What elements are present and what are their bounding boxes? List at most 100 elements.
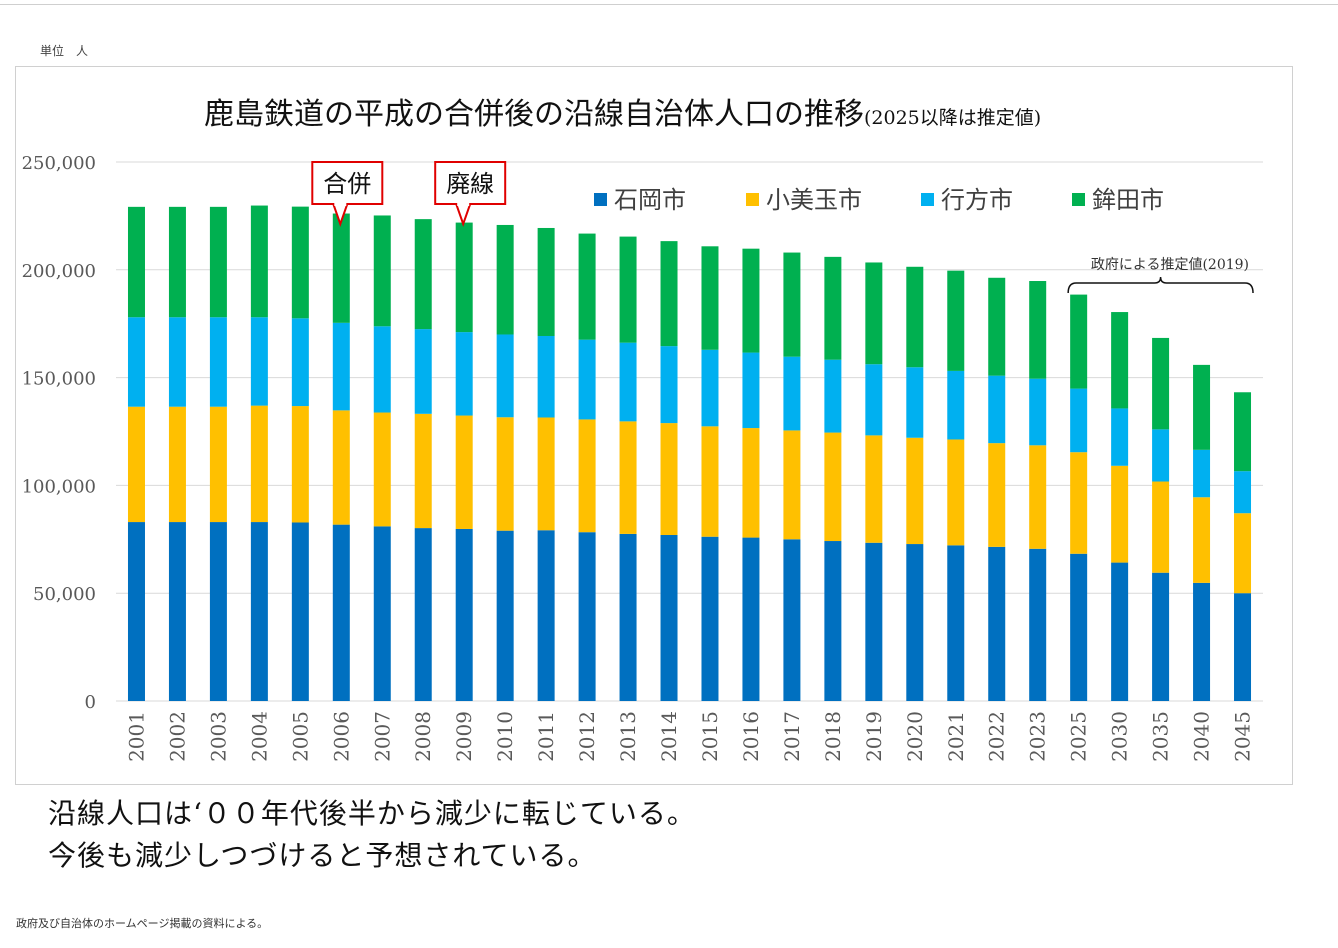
bar-segment <box>1111 465 1129 563</box>
bar-segment <box>1111 312 1129 409</box>
bar-segment <box>1193 364 1211 450</box>
legend-label: 行方市 <box>941 186 1013 214</box>
callout: 廃線 <box>434 161 507 228</box>
bar-segment <box>824 359 842 433</box>
x-tick-label: 2003 <box>206 711 230 762</box>
bar-segment <box>209 206 227 318</box>
bar-segment <box>537 417 555 531</box>
y-tick-labels: 0 50,000 100,000 150,000 200,000 250,000 <box>22 153 96 713</box>
bar-segment <box>127 406 145 523</box>
bar-segment <box>1234 513 1252 594</box>
bar-segment <box>455 415 473 529</box>
bar-segment <box>578 532 596 701</box>
bar-segment <box>373 326 391 413</box>
y-tick-label: 0 <box>85 692 96 713</box>
bar-segment <box>1193 497 1211 583</box>
bracket-label: 政府による推定値(2019) <box>1091 257 1249 273</box>
x-tick-label: 2019 <box>862 711 886 762</box>
bar-segment <box>578 233 596 340</box>
bar-segment <box>1029 445 1047 549</box>
bar-segment <box>783 252 801 357</box>
bar-segment <box>127 317 145 407</box>
bar-segment <box>783 356 801 431</box>
bar-segment <box>455 332 473 416</box>
bar-segment <box>168 317 186 407</box>
bar-segment <box>496 224 514 335</box>
bar-segment <box>291 522 309 701</box>
bar-segment <box>291 406 309 523</box>
x-tick-label: 2008 <box>411 711 435 762</box>
callout-box <box>434 161 507 205</box>
bar-segment <box>783 539 801 701</box>
bar-segment <box>373 526 391 701</box>
bar-segment <box>1070 294 1088 389</box>
bar-segment <box>947 545 965 701</box>
bar-segment <box>1152 572 1170 701</box>
bar-segment <box>414 219 432 330</box>
bar-segment <box>496 334 514 418</box>
x-tick-label: 2035 <box>1149 711 1173 762</box>
x-tick-label: 2010 <box>493 711 517 762</box>
bar-segment <box>537 530 555 701</box>
x-tick-label: 2015 <box>698 711 722 762</box>
bracket-line <box>1067 276 1254 294</box>
x-tick-label: 2001 <box>124 711 148 762</box>
x-tick-label: 2017 <box>780 711 804 762</box>
bar-segment <box>168 206 186 318</box>
bar-segment <box>1234 392 1252 472</box>
bar-segment <box>455 222 473 333</box>
x-tick-label: 2014 <box>657 711 681 762</box>
bar-segment <box>1111 562 1129 701</box>
legend-swatch <box>594 193 607 206</box>
bar-segment <box>537 335 555 418</box>
note-line-2: 今後も減少しつづけると予想されている。 <box>48 839 597 872</box>
bar-segment <box>1193 582 1211 701</box>
y-tick-label: 150,000 <box>22 369 96 390</box>
x-tick-label: 2011 <box>534 711 558 762</box>
y-tick-label: 100,000 <box>22 476 96 497</box>
callout-label: 合併 <box>323 170 371 198</box>
bar-segment <box>947 439 965 546</box>
estimate-bracket: 政府による推定値(2019) <box>1067 257 1254 294</box>
bars <box>127 205 1252 701</box>
bar-segment <box>537 227 555 336</box>
y-tick-label: 250,000 <box>22 153 96 174</box>
bar-segment <box>332 322 350 411</box>
legend-label: 石岡市 <box>614 186 686 214</box>
legend-label: 鉾田市 <box>1092 186 1164 214</box>
bar-segment <box>1070 553 1088 701</box>
bar-segment <box>742 428 760 538</box>
x-tick-label: 2018 <box>821 711 845 762</box>
legend: 石岡市 小美玉市 行方市 鉾田市 <box>594 186 1164 214</box>
bar-segment <box>1029 378 1047 446</box>
bar-segment <box>742 537 760 701</box>
bar-segment <box>578 419 596 533</box>
bar-segment <box>414 413 432 529</box>
bar-segment <box>1070 452 1088 554</box>
legend-swatch <box>746 193 759 206</box>
bar-segment <box>168 406 186 523</box>
bar-segment <box>701 246 719 350</box>
bar-segment <box>619 533 637 701</box>
chart-title: 鹿島鉄道の平成の合併後の沿線自治体人口の推移(2025以降は推定値) <box>204 97 1041 132</box>
bar-segment <box>660 241 678 347</box>
y-tick-label: 50,000 <box>33 584 96 605</box>
legend-swatch <box>1072 193 1085 206</box>
bar-segment <box>127 522 145 701</box>
callout-joint <box>334 202 347 206</box>
bar-segment <box>209 406 227 523</box>
x-tick-label: 2012 <box>575 711 599 762</box>
bar-segment <box>906 367 924 438</box>
bar-segment <box>701 536 719 701</box>
x-tick-label: 2021 <box>944 711 968 762</box>
callout-pointer <box>454 203 472 228</box>
callout: 合併 <box>311 161 384 228</box>
bar-segment <box>1152 429 1170 482</box>
bar-segment <box>373 412 391 527</box>
bar-segment <box>619 342 637 422</box>
bar-segment <box>1029 548 1047 701</box>
bar-segment <box>127 206 145 318</box>
callout-joint <box>457 202 470 206</box>
bar-segment <box>783 430 801 540</box>
